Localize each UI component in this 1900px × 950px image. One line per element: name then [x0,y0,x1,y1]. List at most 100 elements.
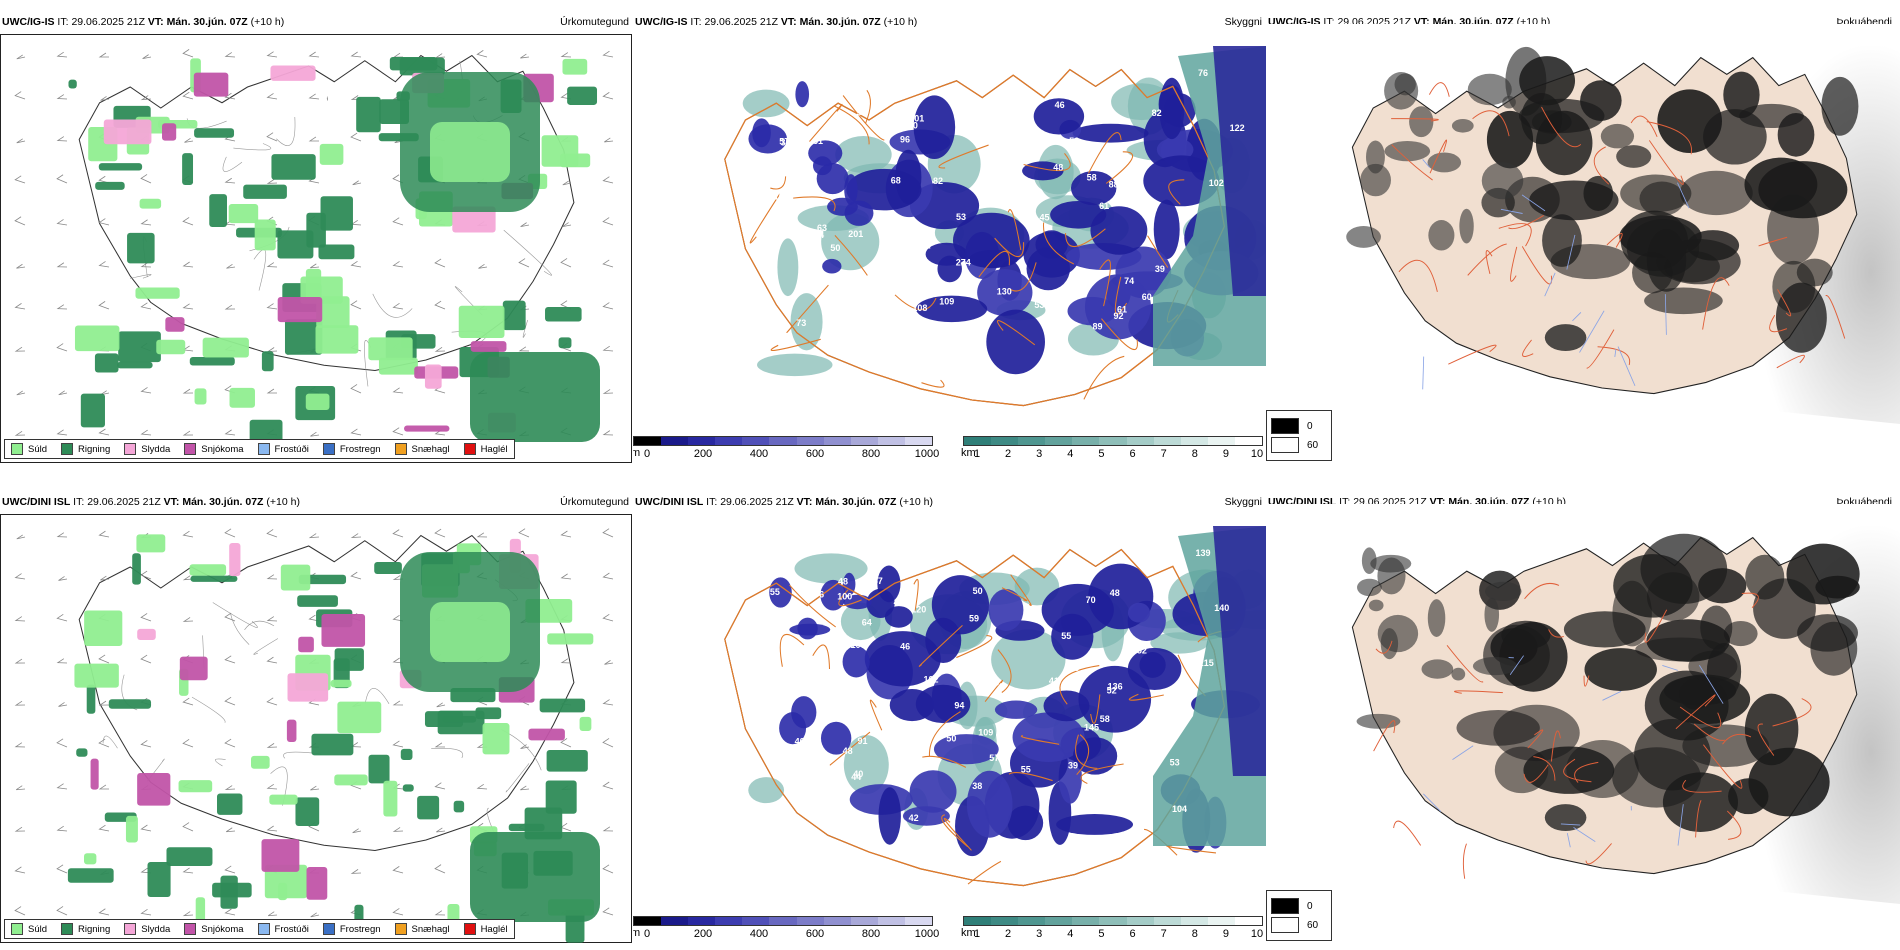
cloud-ceiling-label: 57 [779,136,789,146]
colorbar-tick: 0 [643,448,651,460]
legend-swatch [61,923,74,935]
cloud-ceiling-label: 39 [1068,761,1078,771]
cloud-ceiling-label: 48 [844,708,854,718]
precipitation-type-map[interactable] [0,12,633,464]
cloud-ceiling-label: 109 [910,239,925,249]
colorbar-tick: 6 [1129,448,1136,460]
colorbar-strip [963,436,1263,446]
cloud-ceiling-label: 57 [774,331,784,341]
cloud-panel-row2: UWC/DINI ISL IT: 29.06.2025 21Z VT: Mán.… [633,492,1266,944]
cloud-ceiling-label: 52 [1107,686,1117,696]
legend-label: Snæhagl [411,443,450,455]
fog-index-map[interactable] [1266,24,1900,464]
cloud-ceiling-label: 56 [1017,119,1027,129]
cloud-ceiling-label: 48 [1053,163,1063,173]
cloud-ceiling-label: 52 [1137,645,1147,655]
cloud-ceiling-label: 84 [814,230,824,240]
colorbar-tick: 5 [1098,928,1105,940]
legend-label: Slydda [141,923,171,935]
variable-name: Skyggni [1224,16,1262,28]
legend-swatch [394,443,407,455]
legend-item: Súld [11,443,47,455]
colorbar-tick: 8 [1191,928,1198,940]
cloud-ceiling-label: 109 [978,727,993,737]
cloud-ceiling-label: 91 [858,736,868,746]
colorbar-tick: 6 [1129,928,1136,940]
cloud-ceiling-label: 59 [969,614,979,624]
legend-label: Frostúði [274,923,309,935]
colorbar-tick: 8 [1191,448,1198,460]
cloud-ceiling-label: 61 [1099,201,1109,211]
legend-swatch [394,923,407,935]
legend-item: Frostúði [257,443,309,455]
cloud-ceiling-label: 62 [755,163,765,173]
cloud-ceiling-label: 101 [909,113,924,123]
cloud-ceiling-label: 32 [921,241,931,251]
cloud-ceiling-label: 145 [1084,723,1099,733]
cloud-ceiling-label: 96 [814,589,824,599]
panel-header: UWC/IG-IS IT: 29.06.2025 21Z VT: Mán. 30… [2,16,285,28]
cloud-ceiling-label: 37 [770,155,780,165]
precipitation-type-map[interactable] [0,492,633,944]
colorbar-tick: 3 [1036,448,1043,460]
cloud-panel-row1: UWC/IG-IS IT: 29.06.2025 21Z VT: Mán. 30… [633,12,1266,464]
cloud-ceiling-label: 96 [989,677,999,687]
legend-label: Rigning [78,443,111,455]
colorbar-tick: 9 [1222,928,1229,940]
colorbar-unit: km [961,447,976,459]
panel-header: UWC/IG-IS IT: 29.06.2025 21Z VT: Mán. 30… [635,16,918,28]
cloud-ceiling-label: 122 [1230,123,1245,133]
panel-header: UWC/DINI ISL IT: 29.06.2025 21Z VT: Mán.… [2,496,300,508]
cloud-ceiling-label: 55 [1061,631,1071,641]
legend-label: Súld [28,443,48,455]
legend-label: Haglél [480,443,508,455]
colorbar-tick: 10 [1250,928,1264,940]
fog-index-map[interactable] [1266,504,1900,944]
colorbar-tick: 600 [805,928,825,940]
colorbar-tick: 200 [693,448,713,460]
legend-swatch [184,923,197,935]
cloud-ceiling-label: 55 [1021,764,1031,774]
legend-item: Frostregn [322,923,381,935]
cloud-ceiling-label: 215 [1199,658,1214,668]
legend-item: Snæhagl [394,443,450,455]
cloud-ceiling-label: 67 [1171,724,1181,734]
ceiling-colorbar: 0 200 400 600 800 1000 m [633,436,939,462]
legend-label: Rigning [78,923,111,935]
cloud-ceiling-label: 109 [939,296,954,306]
colorbar-tick: 10 [1250,448,1264,460]
colorbar-tick: 1 [973,928,981,940]
colorbar-tick: 2 [1005,448,1012,460]
cloud-ceiling-label: 42 [909,813,919,823]
cloud-ceiling-label: 61 [1117,305,1127,315]
variable-name: Úrkomutegund [560,16,629,28]
cloud-ceiling-label: 57 [1149,202,1159,212]
cloud-ceiling-label: 100 [837,592,852,602]
legend-swatch [322,443,335,455]
legend-item: Snjókoma [184,923,244,935]
cloud-ceiling-label: 48 [761,682,771,692]
cloud-ceiling-label: 73 [796,318,806,328]
cloud-ceiling-label: 57 [856,108,866,118]
colorbar-tick: 1000 [914,448,940,460]
cloud-ceiling-label: 45 [1039,212,1049,222]
cloud-ceiling-label: 41 [1049,676,1059,686]
visibility-colorbar: 1 2 3 4 5 6 7 8 9 10 km [961,436,1264,462]
cloud-ceiling-label: 50 [946,733,956,743]
legend-swatch [184,443,197,455]
cloud-ceiling-visibility-map[interactable]: 139 140 215 84 70 106 49 53 55 48 70 58 55 52 56 41 38 39… [633,516,1266,916]
cloud-ceiling-label: 134 [834,298,849,308]
precip-panel-row2: UWC/DINI ISL IT: 29.06.2025 21Z VT: Mán.… [0,492,633,944]
fog-key-swatch [1271,437,1299,453]
legend-swatch [463,923,476,935]
precip-legend: Súld Rigning Slydda Snjókoma Frostúði Frostre… [4,439,515,459]
legend-item: Slydda [124,443,170,455]
colorbar-tick: 1 [973,448,981,460]
fog-key: 0 60 [1266,890,1332,941]
fog-key-label: 60 [1307,919,1319,931]
colorbar-strip [633,436,933,446]
cloud-ceiling-visibility-map[interactable]: 76 122 102 274 201 92 26 109 96 101 56 53 80 57 73 82 62… [633,36,1266,436]
cloud-ceiling-label: 60 [908,121,918,131]
cloud-ceiling-label: 39 [1155,264,1165,274]
legend-item: Rigning [61,443,110,455]
